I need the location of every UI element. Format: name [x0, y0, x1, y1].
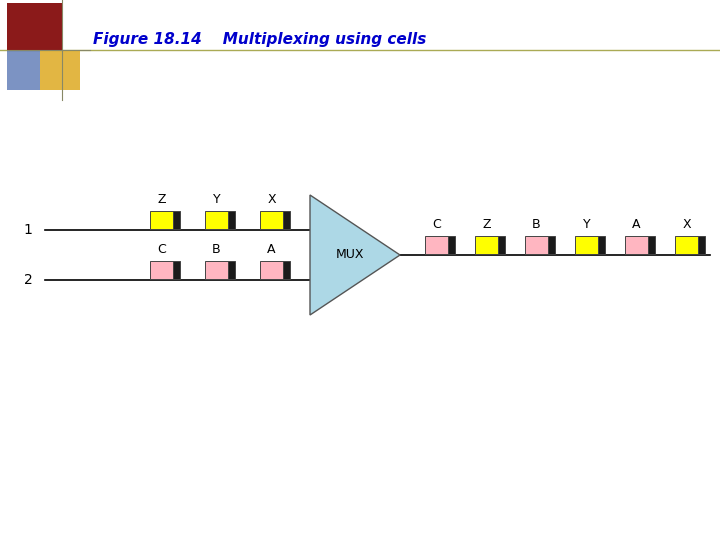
Bar [525, 236, 548, 254]
Text: A: A [632, 218, 641, 231]
Text: X: X [682, 218, 690, 231]
Text: Y: Y [212, 193, 220, 206]
Text: X: X [267, 193, 276, 206]
Text: MUX: MUX [336, 248, 364, 261]
Bar [173, 261, 180, 279]
Bar [260, 211, 283, 229]
Bar [598, 236, 605, 254]
Bar [498, 236, 505, 254]
Text: Figure 18.14    Multiplexing using cells: Figure 18.14 Multiplexing using cells [93, 32, 426, 47]
Text: Z: Z [157, 193, 166, 206]
Bar [173, 211, 180, 229]
Polygon shape [310, 195, 400, 315]
Bar [150, 211, 173, 229]
Text: C: C [432, 218, 441, 231]
Bar [575, 236, 598, 254]
Bar [7, 50, 40, 90]
Bar [283, 211, 290, 229]
Bar [228, 261, 235, 279]
Bar [7, 3, 62, 50]
Text: Y: Y [582, 218, 590, 231]
Bar [150, 261, 173, 279]
Bar [548, 236, 555, 254]
Bar [475, 236, 498, 254]
Text: C: C [157, 243, 166, 256]
Bar [260, 261, 283, 279]
Bar [625, 236, 648, 254]
Text: 1: 1 [24, 223, 32, 237]
Bar [228, 211, 235, 229]
Bar [205, 211, 228, 229]
Bar [205, 261, 228, 279]
Bar [698, 236, 705, 254]
Bar [425, 236, 448, 254]
Bar [40, 50, 80, 90]
Text: B: B [532, 218, 541, 231]
Bar [448, 236, 455, 254]
Bar [675, 236, 698, 254]
Text: A: A [267, 243, 276, 256]
Bar [283, 261, 290, 279]
Bar [648, 236, 655, 254]
Text: 2: 2 [24, 273, 32, 287]
Text: Z: Z [482, 218, 491, 231]
Text: B: B [212, 243, 221, 256]
